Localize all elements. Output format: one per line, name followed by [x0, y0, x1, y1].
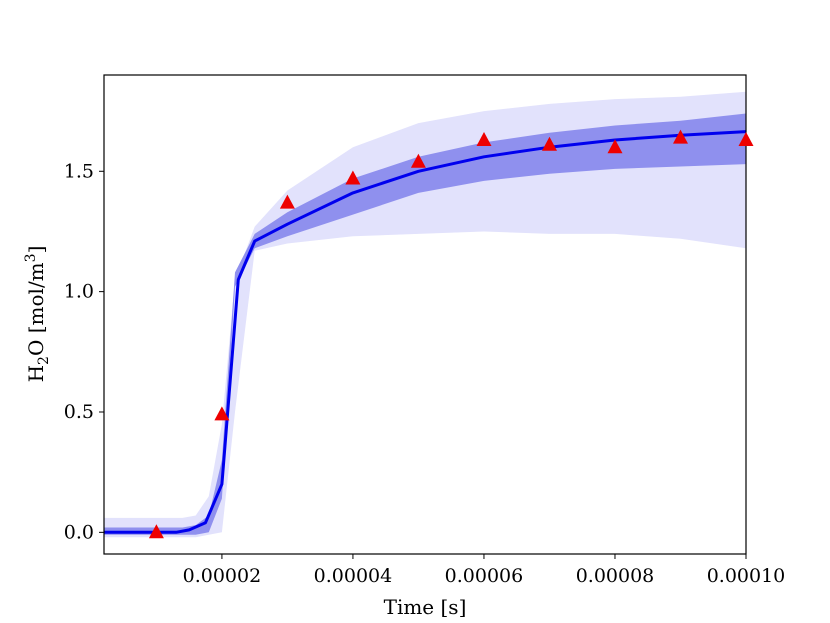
x-tick-label: 0.00008 — [576, 565, 655, 587]
x-tick-label: 0.00002 — [183, 565, 262, 587]
y-axis-label: H2O [mol/m3] — [23, 246, 52, 383]
data-point-marker — [148, 524, 164, 539]
x-axis-label: Time [s] — [384, 595, 467, 619]
outer-uncertainty-band — [104, 91, 746, 538]
x-tick-label: 0.00010 — [707, 565, 786, 587]
plot-area — [104, 91, 746, 538]
y-tick-label: 1.5 — [64, 160, 94, 182]
x-tick-label: 0.00004 — [314, 565, 393, 587]
data-point-marker — [279, 194, 295, 209]
mean-prediction-line — [104, 130, 746, 534]
measurement-markers — [148, 129, 754, 539]
x-tick-label: 0.00006 — [445, 565, 524, 587]
y-tick-label: 0.0 — [64, 521, 94, 543]
axes-frame — [103, 74, 747, 555]
y-axis: 0.0 0.5 1.0 1.5 — [64, 160, 104, 543]
data-point-marker — [410, 153, 426, 168]
data-point-marker — [345, 170, 361, 185]
data-point-marker — [607, 139, 623, 154]
x-axis: 0.00002 0.00004 0.00006 0.00008 0.00010 — [183, 554, 786, 587]
y-tick-label: 0.5 — [64, 401, 94, 423]
data-point-marker — [673, 129, 688, 144]
data-point-marker — [542, 136, 557, 151]
data-point-marker — [476, 132, 492, 146]
y-tick-label: 1.0 — [64, 281, 94, 303]
inner-uncertainty-band — [104, 113, 746, 535]
data-point-marker — [738, 132, 754, 146]
data-point-marker — [214, 406, 230, 421]
